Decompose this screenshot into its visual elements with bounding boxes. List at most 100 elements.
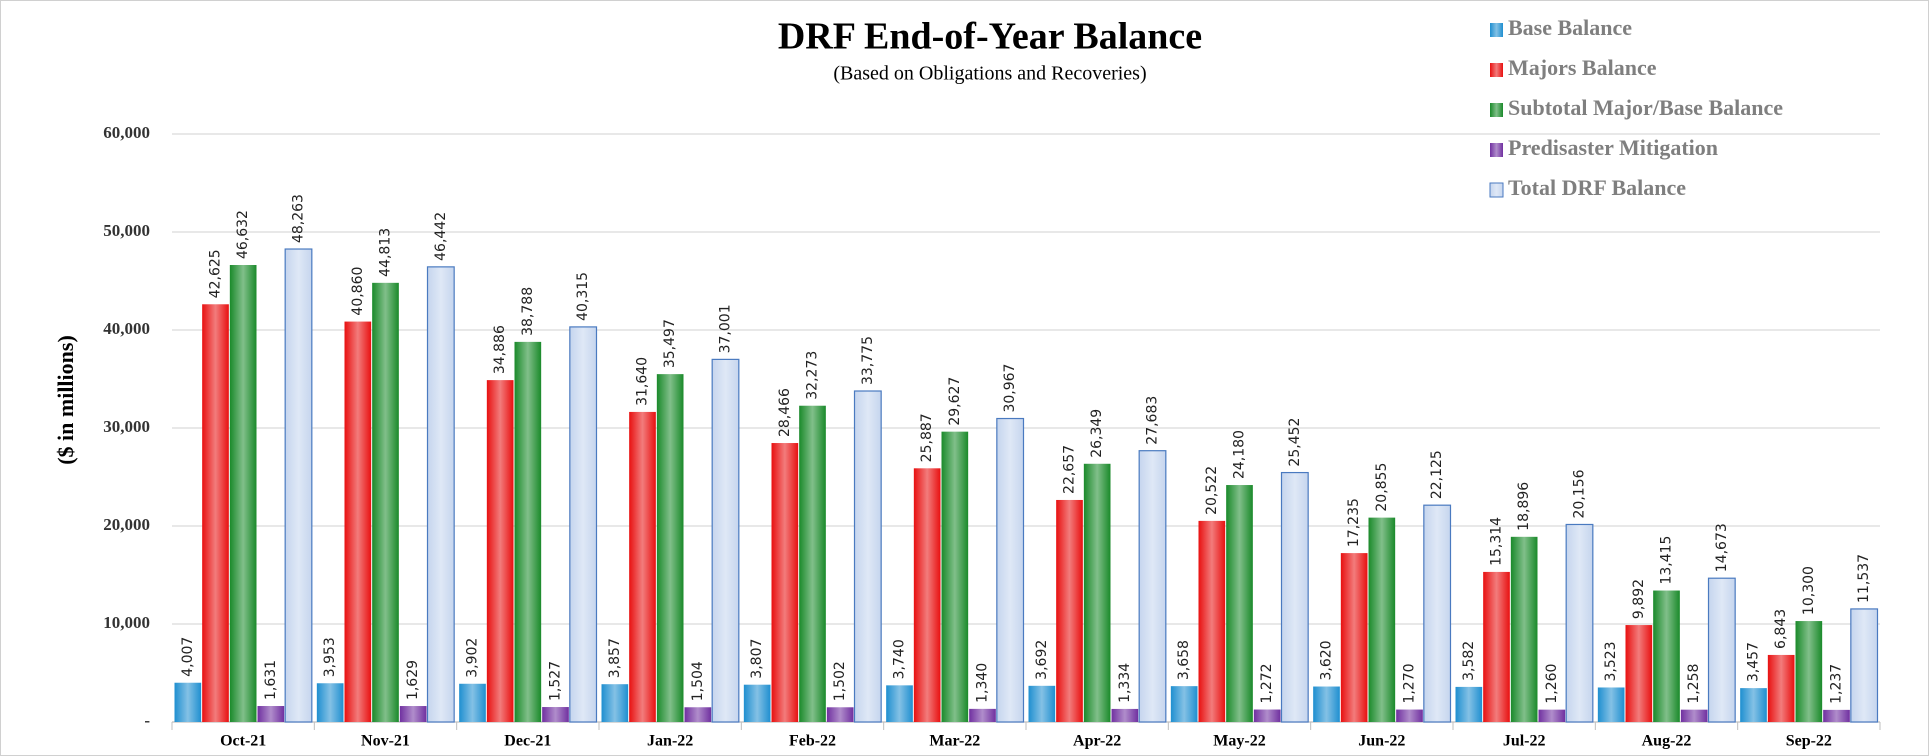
bar bbox=[1625, 625, 1653, 722]
value-label: 3,740 bbox=[892, 639, 908, 679]
bar bbox=[1253, 709, 1281, 722]
value-label: 4,007 bbox=[180, 637, 196, 677]
bar bbox=[629, 411, 656, 722]
x-tick-label: May-22 bbox=[1213, 733, 1265, 750]
value-label: 11,537 bbox=[1856, 554, 1872, 603]
bar bbox=[1455, 686, 1483, 722]
y-tick-label: 10,000 bbox=[103, 613, 150, 632]
bar bbox=[886, 685, 913, 722]
value-label: 31,640 bbox=[635, 357, 651, 406]
value-label: 34,886 bbox=[492, 325, 508, 374]
bar bbox=[174, 682, 202, 722]
legend-label: Total DRF Balance bbox=[1508, 175, 1686, 200]
bar bbox=[1083, 463, 1111, 722]
value-label: 1,258 bbox=[1686, 664, 1702, 704]
bar bbox=[344, 321, 372, 722]
bar bbox=[996, 417, 1025, 723]
bar bbox=[656, 374, 684, 722]
value-label: 3,582 bbox=[1461, 641, 1477, 681]
value-label: 30,967 bbox=[1002, 364, 1018, 413]
bar bbox=[1280, 471, 1309, 723]
value-label: 25,887 bbox=[919, 413, 935, 462]
value-label: 15,314 bbox=[1489, 517, 1505, 566]
legend-swatch bbox=[1490, 63, 1503, 77]
bar bbox=[1740, 688, 1767, 722]
value-label: 1,340 bbox=[975, 663, 991, 703]
y-tick-label: 50,000 bbox=[103, 221, 150, 240]
value-label: 25,452 bbox=[1287, 418, 1303, 467]
bar bbox=[514, 341, 542, 722]
value-label: 3,953 bbox=[322, 637, 338, 677]
value-label: 26,349 bbox=[1089, 409, 1105, 458]
chart-title: DRF End-of-Year Balance bbox=[778, 16, 1202, 58]
x-tick-label: Aug-22 bbox=[1642, 733, 1692, 750]
value-label: 33,775 bbox=[860, 336, 876, 385]
bar bbox=[1340, 553, 1368, 722]
bar bbox=[743, 684, 771, 722]
value-label: 24,180 bbox=[1232, 430, 1248, 479]
x-tick-label: Feb-22 bbox=[789, 733, 836, 750]
value-label: 42,625 bbox=[208, 249, 224, 298]
bar bbox=[1423, 504, 1452, 723]
value-label: 29,627 bbox=[947, 377, 963, 426]
bar bbox=[1198, 520, 1226, 722]
y-tick-label: 40,000 bbox=[103, 319, 150, 338]
bar bbox=[1028, 685, 1056, 722]
bar bbox=[684, 707, 712, 722]
value-label: 20,855 bbox=[1374, 463, 1390, 512]
legend-swatch bbox=[1490, 23, 1503, 37]
bar bbox=[826, 707, 854, 722]
value-label: 18,896 bbox=[1516, 482, 1532, 531]
y-axis-label: ($ in millions) bbox=[53, 335, 78, 465]
bar bbox=[1597, 687, 1625, 722]
x-tick-label: Jun-22 bbox=[1358, 733, 1405, 750]
legend-label: Majors Balance bbox=[1508, 55, 1657, 80]
bar bbox=[459, 683, 486, 722]
value-label: 40,860 bbox=[350, 267, 366, 316]
value-label: 3,457 bbox=[1746, 642, 1762, 682]
legend-swatch bbox=[1490, 143, 1503, 157]
value-label: 3,658 bbox=[1176, 640, 1192, 680]
bar bbox=[941, 431, 969, 722]
bar bbox=[486, 380, 514, 722]
chart-subtitle: (Based on Obligations and Recoveries) bbox=[833, 63, 1146, 85]
bar bbox=[1313, 686, 1340, 722]
bar bbox=[569, 326, 598, 723]
value-label: 22,657 bbox=[1062, 445, 1078, 494]
value-label: 35,497 bbox=[662, 319, 678, 368]
bar bbox=[229, 265, 257, 722]
value-label: 9,892 bbox=[1631, 579, 1647, 619]
value-label: 1,270 bbox=[1402, 663, 1418, 703]
bar bbox=[1850, 608, 1879, 723]
bar bbox=[1680, 709, 1708, 722]
legend-label: Subtotal Major/Base Balance bbox=[1508, 95, 1783, 120]
x-tick-label: Sep-22 bbox=[1786, 733, 1832, 750]
bar bbox=[601, 684, 629, 722]
bar bbox=[1226, 485, 1253, 722]
bar bbox=[853, 390, 882, 723]
x-tick-label: Nov-21 bbox=[361, 733, 410, 750]
bar bbox=[1396, 709, 1423, 722]
value-label: 48,263 bbox=[291, 194, 307, 243]
value-label: 3,692 bbox=[1034, 640, 1050, 680]
x-tick-label: Jan-22 bbox=[647, 733, 693, 750]
value-label: 1,504 bbox=[690, 661, 706, 701]
legend-swatch bbox=[1489, 182, 1504, 198]
bar bbox=[1538, 709, 1566, 722]
bar bbox=[1565, 523, 1594, 723]
value-label: 40,315 bbox=[575, 272, 591, 321]
bar bbox=[372, 282, 399, 722]
bar bbox=[969, 708, 996, 722]
x-tick-label: Jul-22 bbox=[1503, 733, 1546, 750]
bar bbox=[284, 248, 313, 723]
bar bbox=[1795, 621, 1823, 722]
bar bbox=[1056, 499, 1083, 722]
value-label: 44,813 bbox=[378, 228, 394, 277]
bar bbox=[1653, 590, 1680, 722]
value-label: 46,442 bbox=[433, 212, 449, 261]
x-tick-label: Oct-21 bbox=[220, 733, 266, 750]
bar bbox=[1823, 709, 1850, 722]
value-label: 1,527 bbox=[548, 661, 564, 701]
value-label: 14,673 bbox=[1714, 523, 1730, 572]
